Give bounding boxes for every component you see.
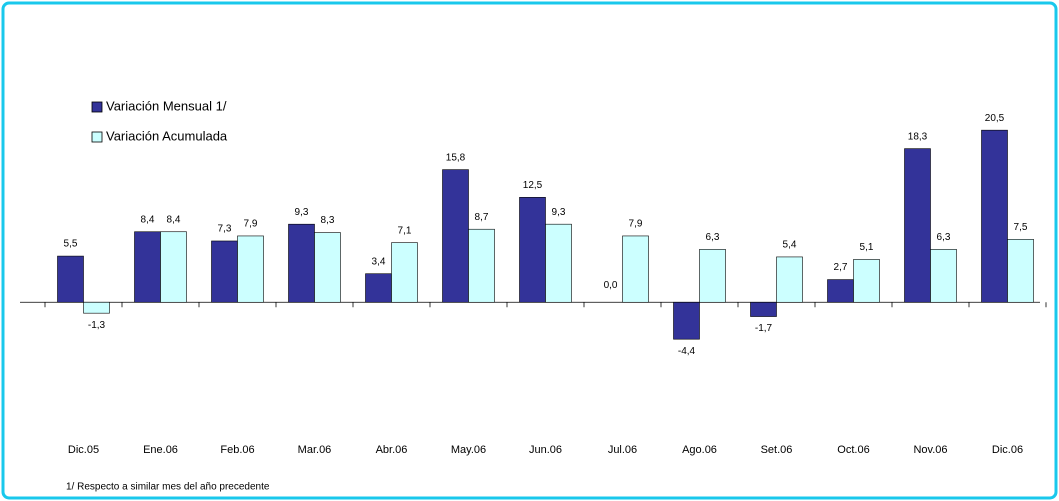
value-label: 9,3 <box>295 207 309 218</box>
value-label: 7,9 <box>629 219 643 230</box>
x-tick-label: Dic.05 <box>68 444 99 456</box>
x-tick-label: Jul.06 <box>608 444 637 456</box>
x-tick-label: Nov.06 <box>913 444 947 456</box>
bar <box>211 240 238 303</box>
x-tick-label: Mar.06 <box>298 444 332 456</box>
bar <box>1007 239 1034 303</box>
bar <box>853 259 880 303</box>
bar <box>134 231 161 303</box>
value-label: -1,7 <box>755 323 773 334</box>
value-label: 7,5 <box>1014 222 1028 233</box>
value-label: -1,3 <box>88 320 106 331</box>
x-tick-label: Ene.06 <box>143 444 178 456</box>
x-tick-label: Set.06 <box>761 444 793 456</box>
value-label: 0,0 <box>604 280 618 291</box>
x-tick-label: Oct.06 <box>837 444 869 456</box>
bar <box>545 223 572 303</box>
value-label: 9,3 <box>552 207 566 218</box>
value-label: 18,3 <box>908 131 928 142</box>
bar <box>442 169 469 303</box>
bar <box>981 129 1008 303</box>
bar <box>673 301 700 340</box>
value-label: 8,4 <box>167 214 181 225</box>
bar <box>750 301 777 317</box>
bar <box>622 235 649 303</box>
bar <box>160 231 187 303</box>
value-label: 12,5 <box>523 180 543 191</box>
value-label: 7,1 <box>398 225 412 236</box>
value-label: 5,5 <box>64 239 78 250</box>
x-tick-label: Feb.06 <box>220 444 254 456</box>
bar <box>930 249 957 303</box>
bar <box>391 242 418 303</box>
value-label: 8,3 <box>321 215 335 226</box>
bar <box>519 197 546 303</box>
value-label: 3,4 <box>372 256 386 267</box>
legend-label: Variación Acumulada <box>106 128 228 143</box>
value-label: 8,7 <box>475 212 489 223</box>
bar <box>827 279 854 303</box>
bar <box>468 228 495 303</box>
legend-swatch <box>91 101 103 113</box>
x-tick-label: Dic.06 <box>992 444 1023 456</box>
value-label: 20,5 <box>985 113 1005 124</box>
value-label: 6,3 <box>706 232 720 243</box>
bar <box>57 255 84 303</box>
bar <box>365 273 392 303</box>
x-tick-label: May.06 <box>451 444 486 456</box>
bar <box>699 249 726 303</box>
value-label: 5,4 <box>783 240 797 251</box>
value-label: -4,4 <box>678 346 696 357</box>
legend-label: Variación Mensual 1/ <box>106 98 227 113</box>
bar <box>288 223 315 303</box>
bar <box>83 301 110 314</box>
bar <box>237 235 264 303</box>
bar <box>314 232 341 303</box>
x-tick-label: Jun.06 <box>529 444 562 456</box>
value-label: 8,4 <box>141 214 155 225</box>
value-label: 2,7 <box>834 262 848 273</box>
value-label: 6,3 <box>937 232 951 243</box>
bar <box>904 148 931 303</box>
value-label: 7,9 <box>244 219 258 230</box>
x-tick-label: Abr.06 <box>376 444 408 456</box>
value-label: 15,8 <box>446 152 466 163</box>
x-tick-label: Ago.06 <box>682 444 717 456</box>
value-label: 7,3 <box>218 224 232 235</box>
footnote: 1/ Respecto a similar mes del año preced… <box>66 482 270 493</box>
legend-swatch <box>91 131 103 143</box>
value-label: 5,1 <box>860 242 874 253</box>
bar <box>776 256 803 303</box>
